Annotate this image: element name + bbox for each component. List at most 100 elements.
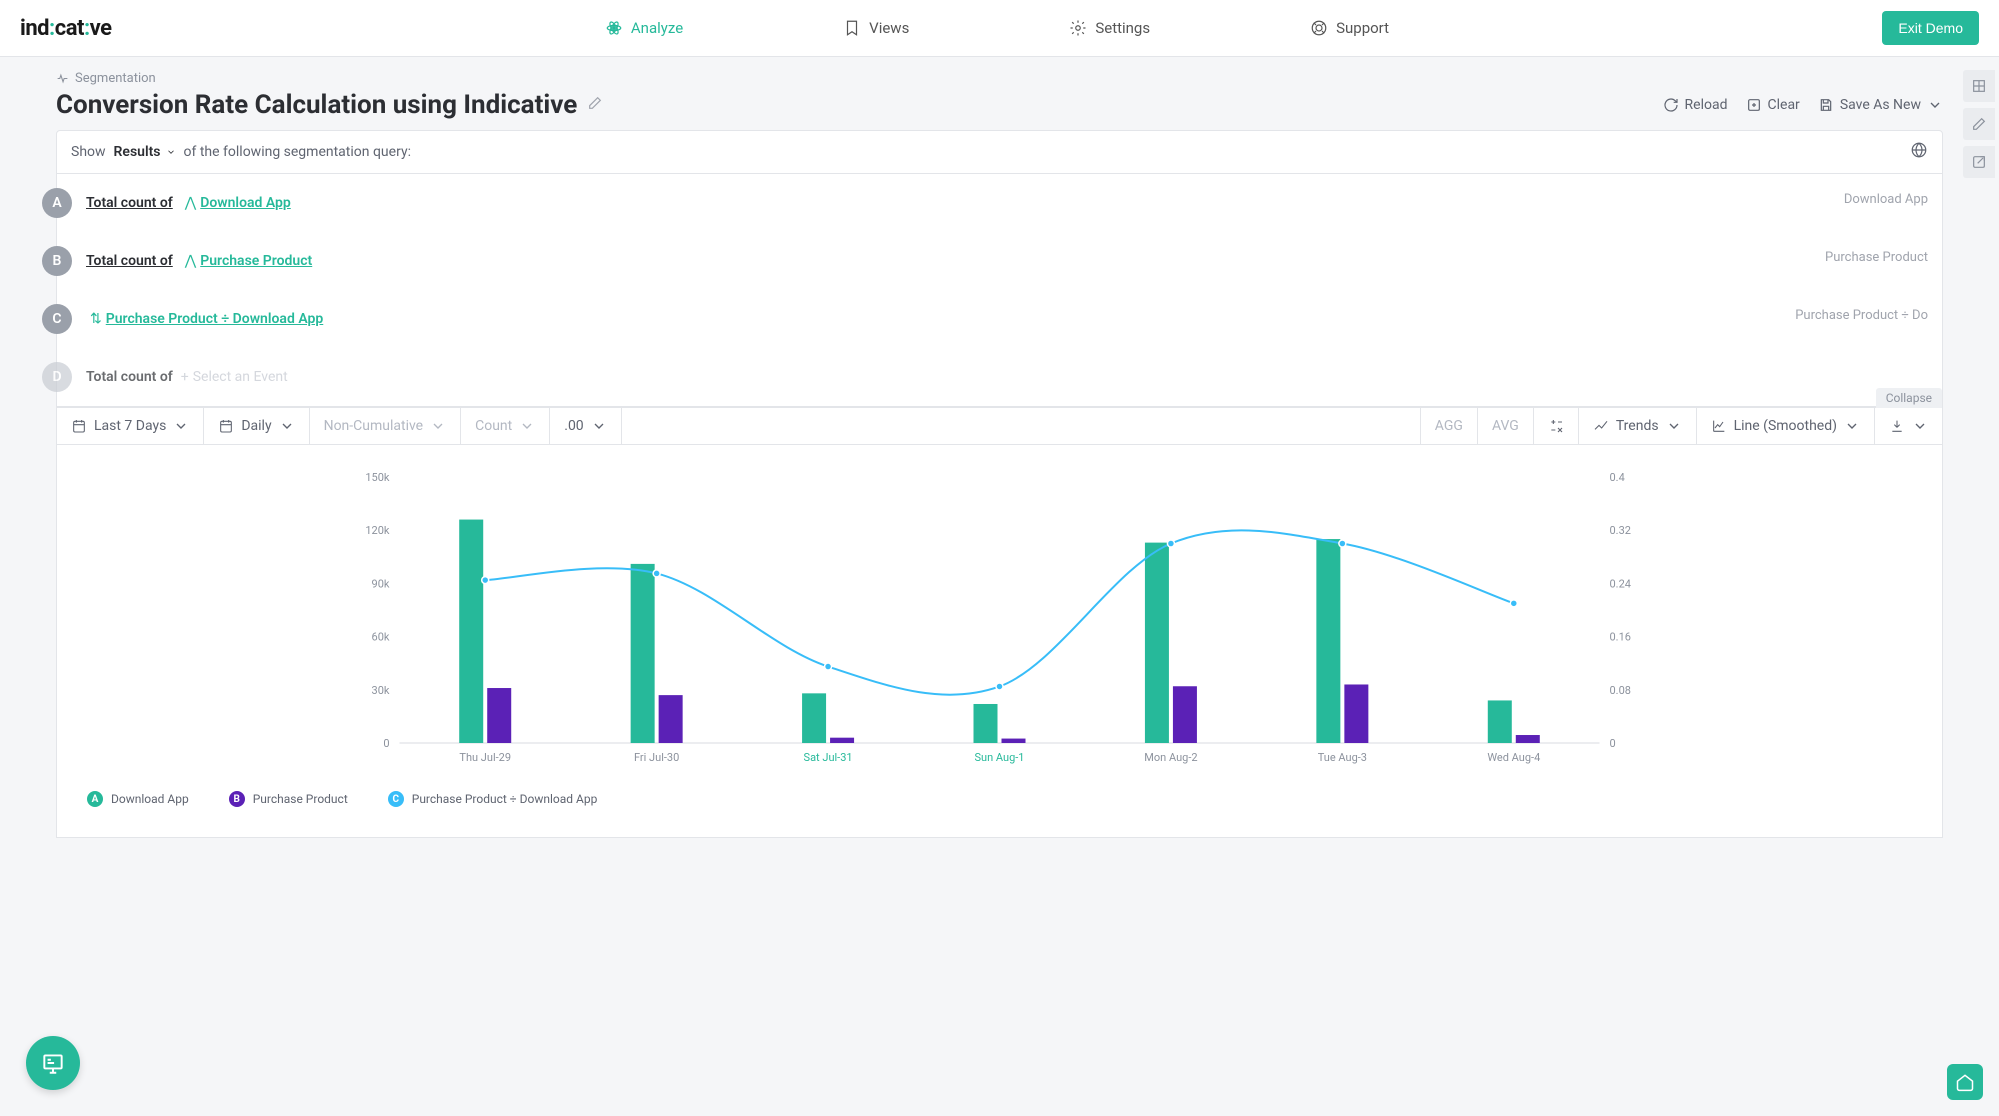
chevron-down-icon (430, 418, 446, 434)
gear-icon (1069, 19, 1087, 37)
legend-item[interactable]: CPurchase Product ÷ Download App (388, 791, 598, 807)
save-icon (1818, 97, 1834, 113)
save-as-new-button[interactable]: Save As New (1818, 97, 1943, 113)
segment-row-c[interactable]: C ⇅ Purchase Product ÷ Download App Purcha… (42, 290, 1942, 348)
svg-text:60k: 60k (372, 631, 390, 644)
pulse-icon (56, 72, 69, 85)
chart-area: 030k60k90k120k150k00.080.160.240.320.4Th… (56, 445, 1943, 838)
legend-item[interactable]: B Purchase Product (229, 791, 348, 807)
segment-badge: C (42, 304, 72, 334)
svg-text:0: 0 (1610, 737, 1616, 750)
chevron-down-icon (173, 418, 189, 434)
legend-label: Download App (111, 792, 189, 806)
topbar: ind:cat:ve Analyze Views Settings Suppor… (0, 0, 1999, 57)
segment-expression[interactable]: Purchase Product ÷ Download App (106, 311, 324, 327)
segment-badge: A (42, 188, 72, 218)
segment-badge: B (42, 246, 72, 276)
nav-settings-label: Settings (1095, 19, 1150, 37)
chevron-down-icon (591, 418, 607, 434)
trend-icon (1593, 418, 1609, 434)
svg-text:0.24: 0.24 (1610, 577, 1631, 590)
math-icon (1548, 418, 1564, 434)
bookmark-icon (843, 19, 861, 37)
chart-toolbar: Collapse Last 7 Days Daily Non-Cumulativ… (56, 407, 1943, 445)
chevron-down-icon (1912, 418, 1928, 434)
legend-label: Purchase Product (253, 792, 348, 806)
globe-button[interactable] (1910, 141, 1928, 163)
segment-row-a[interactable]: ATotal count of ⋀ Download AppDownload A… (42, 174, 1942, 232)
legend-badge: B (229, 791, 245, 807)
page-title: Conversion Rate Calculation using Indica… (56, 90, 577, 120)
cumulative-picker[interactable]: Non-Cumulative (310, 408, 462, 444)
chart-type-picker[interactable]: Line (Smoothed) (1697, 408, 1875, 444)
legend: A Download App B Purchase Product CPurchase … (67, 783, 1932, 827)
clear-button[interactable]: Clear (1746, 97, 1800, 113)
reload-button[interactable]: Reload (1663, 97, 1728, 113)
query-header: Show Results of the following segmentati… (57, 131, 1942, 174)
pulse-icon: ⋀ (185, 195, 196, 211)
breadcrumb-label: Segmentation (75, 71, 156, 86)
rail-table-button[interactable] (1963, 70, 1995, 102)
collapse-button[interactable]: Collapse (1876, 388, 1942, 408)
svg-text:30k: 30k (372, 684, 390, 697)
date-range-picker[interactable]: Last 7 Days (57, 408, 204, 444)
legend-item[interactable]: A Download App (87, 791, 189, 807)
segment-label[interactable]: Total count of (86, 253, 173, 269)
math-ops-button[interactable] (1534, 408, 1579, 444)
results-dropdown[interactable]: Results (114, 144, 176, 160)
svg-text:150k: 150k (365, 471, 390, 484)
count-picker[interactable]: Count (461, 408, 550, 444)
svg-text:Wed Aug-4: Wed Aug-4 (1487, 751, 1540, 764)
rail-share-button[interactable] (1963, 146, 1995, 178)
svg-text:Sun Aug-1: Sun Aug-1 (975, 751, 1025, 764)
logo: ind:cat:ve (20, 16, 112, 41)
plus-square-icon (1746, 97, 1762, 113)
nav-analyze[interactable]: Analyze (605, 19, 683, 37)
chevron-down-icon (519, 418, 535, 434)
side-rail (1963, 70, 1999, 178)
chevron-down-icon (1666, 418, 1682, 434)
breadcrumb[interactable]: Segmentation (56, 71, 1943, 86)
svg-text:Thu Jul-29: Thu Jul-29 (459, 751, 511, 764)
query-tail-label: of the following segmentation query: (184, 144, 411, 160)
select-event-placeholder[interactable]: Select an Event (193, 369, 288, 385)
chevron-down-icon (1927, 97, 1943, 113)
nav-support[interactable]: Support (1310, 19, 1389, 37)
nav-views-label: Views (869, 19, 909, 37)
nav-support-label: Support (1336, 19, 1389, 37)
segment-event[interactable]: Purchase Product (200, 253, 312, 269)
segment-event[interactable]: Download App (200, 195, 291, 211)
decimal-picker[interactable]: .00 (550, 408, 621, 444)
segment-badge: D (42, 362, 72, 392)
edit-title-icon[interactable] (587, 95, 603, 115)
svg-text:Tue Aug-3: Tue Aug-3 (1318, 751, 1367, 764)
main-nav: Analyze Views Settings Support (112, 19, 1883, 37)
avg-button[interactable]: AVG (1478, 408, 1534, 444)
agg-button[interactable]: AGG (1420, 408, 1478, 444)
legend-badge: A (87, 791, 103, 807)
chevron-down-icon (1844, 418, 1860, 434)
trends-button[interactable]: Trends (1579, 408, 1697, 444)
segment-row-b[interactable]: BTotal count of ⋀ Purchase ProductPurcha… (42, 232, 1942, 290)
nav-settings[interactable]: Settings (1069, 19, 1150, 37)
calendar-icon (218, 418, 234, 434)
segment-label: Total count of (86, 369, 173, 385)
svg-text:120k: 120k (365, 524, 390, 537)
segment-alias: Purchase Product ÷ Do (1795, 308, 1942, 323)
download-button[interactable] (1875, 408, 1942, 444)
segment-alias: Purchase Product (1825, 250, 1942, 265)
rail-edit-button[interactable] (1963, 108, 1995, 140)
atom-icon (605, 19, 623, 37)
legend-label: Purchase Product ÷ Download App (412, 792, 598, 806)
help-fab[interactable] (1947, 1064, 1983, 1100)
reload-icon (1663, 97, 1679, 113)
nav-views[interactable]: Views (843, 19, 909, 37)
tour-fab[interactable] (26, 1036, 80, 1090)
exit-demo-button[interactable]: Exit Demo (1882, 11, 1979, 45)
granularity-picker[interactable]: Daily (204, 408, 309, 444)
math-icon: ⇅ (90, 311, 102, 327)
svg-text:90k: 90k (372, 577, 390, 590)
query-panel: Show Results of the following segmentati… (56, 130, 1943, 407)
segment-label[interactable]: Total count of (86, 195, 173, 211)
segment-row-d[interactable]: DTotal count of +Select an Event (42, 348, 1942, 406)
